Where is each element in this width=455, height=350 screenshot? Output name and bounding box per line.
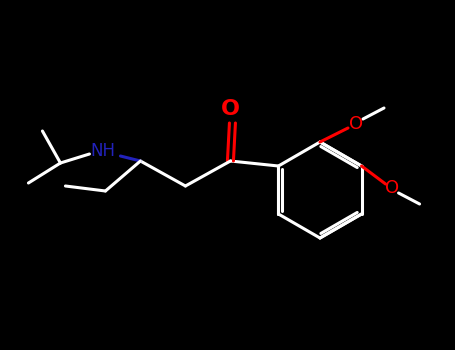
Text: O: O	[349, 115, 363, 133]
Text: NH: NH	[90, 142, 115, 160]
Text: O: O	[221, 99, 240, 119]
Text: O: O	[384, 179, 399, 197]
